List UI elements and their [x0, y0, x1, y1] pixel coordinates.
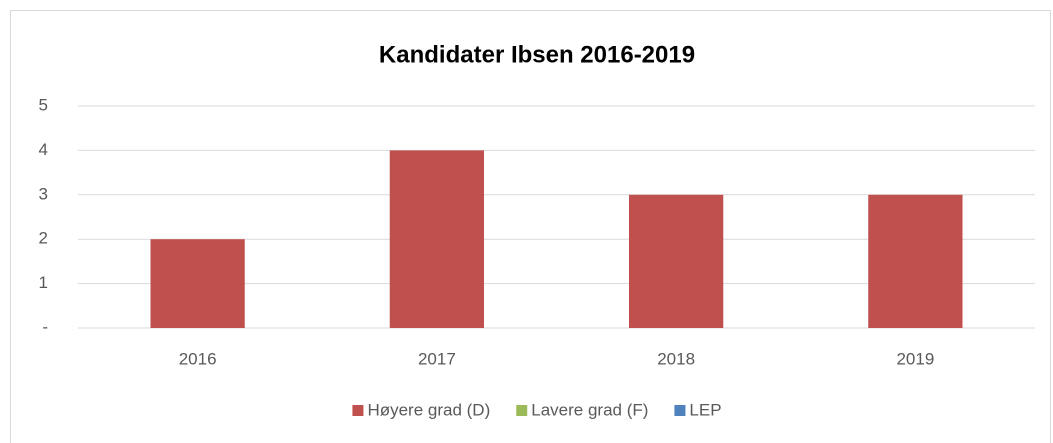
x-tick-label: 2018	[657, 349, 695, 368]
bar	[868, 194, 963, 328]
legend-swatch	[352, 405, 364, 416]
y-tick-label: 2	[39, 229, 48, 248]
legend-swatch	[516, 405, 528, 416]
y-tick-label: 3	[39, 184, 48, 203]
chart-title: Kandidater Ibsen 2016-2019	[379, 41, 695, 68]
x-tick-label: 2016	[179, 349, 217, 368]
x-tick-label: 2019	[896, 349, 934, 368]
bar	[389, 150, 485, 328]
y-tick-label: 4	[39, 140, 48, 159]
y-tick-label: 5	[39, 95, 48, 114]
x-tick-label: 2017	[418, 349, 456, 368]
legend-swatch	[674, 405, 686, 416]
y-tick-label: -	[42, 317, 48, 336]
legend-label: Høyere grad (D)	[367, 400, 490, 419]
bar	[150, 239, 245, 328]
legend-label: Lavere grad (F)	[531, 400, 648, 419]
y-tick-label: 1	[39, 273, 48, 292]
legend-label: LEP	[689, 400, 721, 419]
bar	[628, 194, 724, 328]
